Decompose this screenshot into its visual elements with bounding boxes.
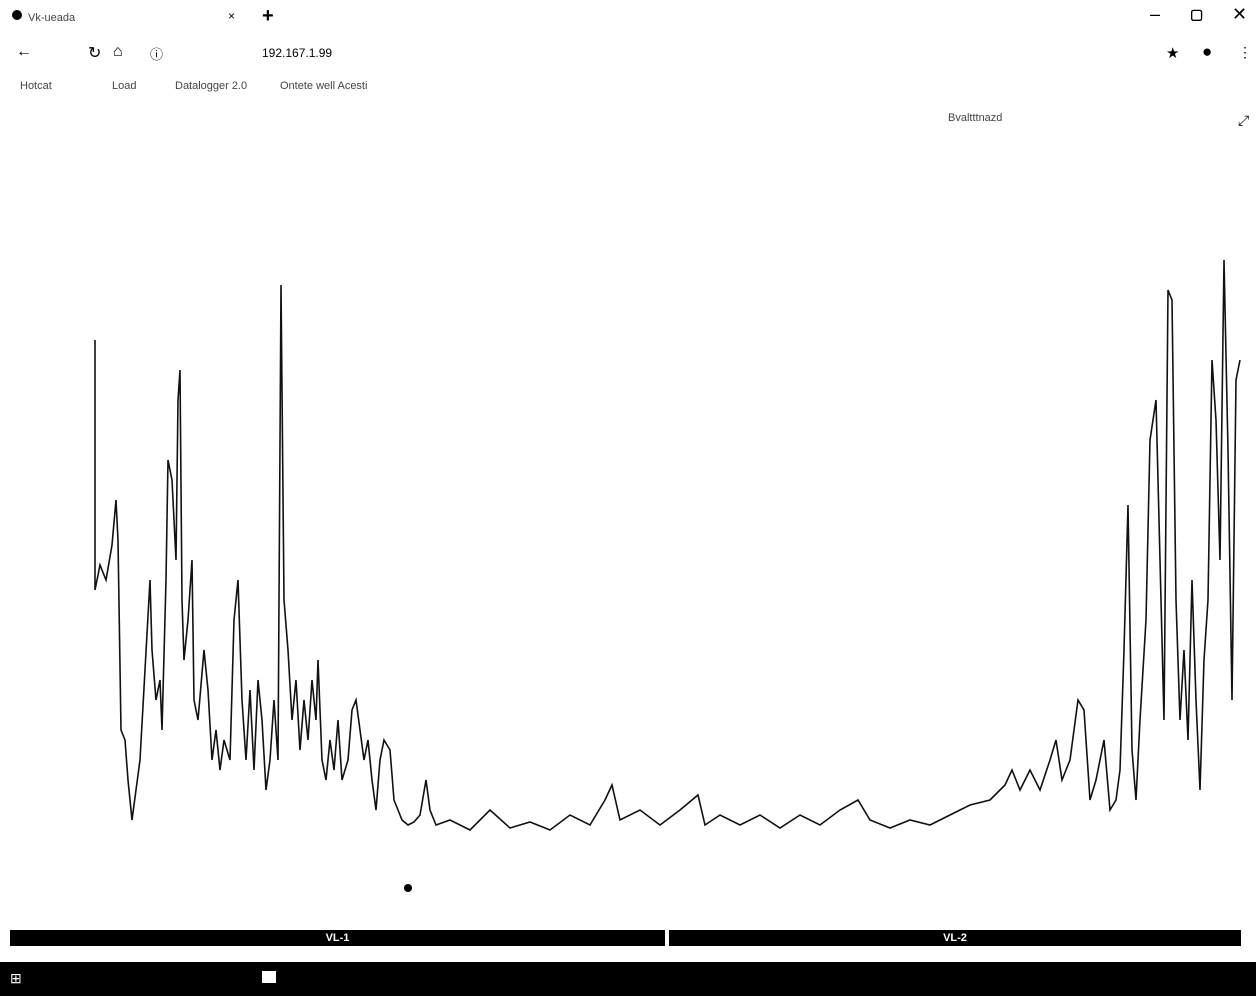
panel-tab[interactable]: VL-2 bbox=[669, 930, 1241, 946]
panel-tab[interactable]: VL-1 bbox=[10, 930, 665, 946]
profile[interactable]: ● bbox=[1202, 42, 1213, 61]
tab-title[interactable]: Vk-ueada bbox=[28, 12, 76, 24]
bookmark[interactable]: Hotcat bbox=[20, 80, 52, 92]
waveform-area bbox=[94, 259, 1241, 892]
start-button[interactable]: ⊞ bbox=[10, 970, 22, 986]
restore[interactable]: ▢ bbox=[1190, 6, 1204, 22]
address-bar: ← ↻ ⌂ ⓘ 192.167.1.99 ★ ● ⋮ bbox=[0, 38, 1256, 68]
taskbar-icon[interactable] bbox=[262, 971, 276, 983]
close[interactable]: ✕ bbox=[1232, 4, 1248, 24]
menu[interactable]: ⋮ bbox=[1238, 44, 1252, 60]
tab-strip: Vk-ueada × + – ▢ ✕ bbox=[0, 0, 1256, 34]
bookmark[interactable]: Load bbox=[112, 80, 137, 92]
info-icon[interactable]: ⓘ bbox=[150, 47, 164, 62]
home[interactable]: ⌂ bbox=[113, 43, 123, 60]
tab-icon bbox=[12, 10, 22, 20]
bookmark[interactable]: Ontete well Acesti bbox=[280, 80, 368, 92]
new-tab[interactable]: + bbox=[262, 5, 274, 27]
menu-item[interactable]: Bvaltttnazd bbox=[948, 112, 1003, 124]
cursor-dot bbox=[404, 884, 412, 892]
tab-close[interactable]: × bbox=[228, 9, 236, 23]
bookmark[interactable]: Datalogger 2.0 bbox=[175, 80, 248, 92]
fullscreen[interactable]: ⤢ bbox=[1238, 112, 1250, 128]
taskbar: ⊞ bbox=[0, 962, 1256, 996]
back[interactable]: ← bbox=[16, 43, 32, 60]
url[interactable]: 192.167.1.99 bbox=[262, 46, 333, 60]
waveform bbox=[94, 259, 1241, 831]
bookmark-star[interactable]: ★ bbox=[1166, 45, 1180, 62]
minimize[interactable]: – bbox=[1150, 4, 1161, 24]
reload[interactable]: ↻ bbox=[88, 45, 102, 62]
